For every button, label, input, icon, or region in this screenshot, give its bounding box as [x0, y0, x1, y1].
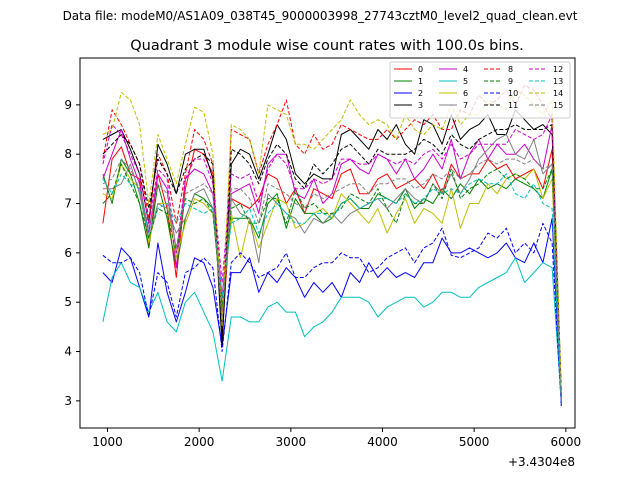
- chart-title: Quadrant 3 module wise count rates with …: [130, 38, 524, 54]
- x-tick-label: 2000: [184, 435, 215, 449]
- y-tick-label: 8: [64, 147, 72, 161]
- x-tick-label: 6000: [551, 435, 582, 449]
- chart-suptitle: Data file: modeM0/AS1A09_038T45_90000039…: [63, 9, 578, 23]
- legend-label-7: 7: [463, 101, 468, 110]
- y-tick-label: 4: [64, 345, 72, 359]
- y-tick-label: 6: [64, 246, 72, 260]
- legend-label-10: 10: [508, 89, 518, 98]
- legend-label-1: 1: [418, 77, 423, 86]
- x-offset-label: +3.4304e8: [508, 455, 575, 469]
- legend-label-9: 9: [508, 77, 513, 86]
- x-tick-label: 4000: [367, 435, 398, 449]
- legend-label-8: 8: [508, 65, 513, 74]
- legend-label-11: 11: [508, 101, 518, 110]
- legend-box: [390, 62, 570, 118]
- y-tick-label: 5: [64, 295, 72, 309]
- legend-label-6: 6: [463, 89, 468, 98]
- legend-label-15: 15: [553, 101, 563, 110]
- x-tick-label: 5000: [459, 435, 490, 449]
- chart: Data file: modeM0/AS1A09_038T45_90000039…: [0, 0, 640, 480]
- legend-label-0: 0: [418, 65, 423, 74]
- legend-label-3: 3: [418, 101, 423, 110]
- y-tick-label: 7: [64, 197, 72, 211]
- legend-label-4: 4: [463, 65, 468, 74]
- x-tick-label: 3000: [276, 435, 307, 449]
- legend-label-5: 5: [463, 77, 468, 86]
- legend-label-12: 12: [553, 65, 563, 74]
- legend-label-13: 13: [553, 77, 563, 86]
- y-tick-label: 9: [64, 98, 72, 112]
- x-tick-label: 1000: [92, 435, 123, 449]
- legend-label-14: 14: [553, 89, 563, 98]
- y-tick-label: 3: [64, 394, 72, 408]
- legend-label-2: 2: [418, 89, 423, 98]
